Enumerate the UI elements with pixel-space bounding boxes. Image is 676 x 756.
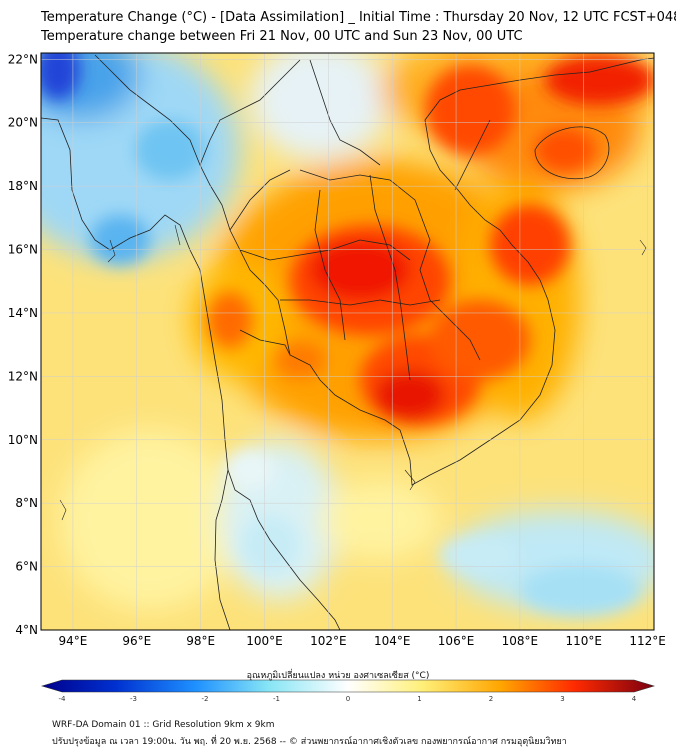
lon-tick-label: 112°E xyxy=(629,634,666,648)
lon-tick-label: 98°E xyxy=(186,634,215,648)
map-frame xyxy=(40,52,655,631)
colorbar-tick-label: 3 xyxy=(560,695,564,703)
colorbar-tick-label: 4 xyxy=(632,695,637,703)
colorbar-tick-label: -1 xyxy=(273,695,280,703)
colorbar: -4 -3 -2 -1 0 1 2 3 4 xyxy=(40,679,656,703)
lon-tick-label: 106°E xyxy=(438,634,475,648)
lat-tick-label: 4°N xyxy=(15,623,38,637)
temperature-field xyxy=(41,53,654,630)
lon-tick-label: 96°E xyxy=(122,634,151,648)
lat-tick-label: 12°N xyxy=(8,369,38,383)
colorbar-tick-label: 0 xyxy=(346,695,350,703)
colorbar-tick-label: 2 xyxy=(489,695,493,703)
lat-tick-label: 20°N xyxy=(8,116,38,130)
lat-tick-label: 18°N xyxy=(8,179,38,193)
lat-tick-label: 10°N xyxy=(8,433,38,447)
lat-tick-label: 16°N xyxy=(8,243,38,257)
lon-tick-label: 102°E xyxy=(310,634,347,648)
longitude-labels: 94°E 96°E 98°E 100°E 102°E 104°E 106°E 108°E 110… xyxy=(58,634,665,648)
lon-tick-label: 94°E xyxy=(58,634,87,648)
lat-tick-label: 8°N xyxy=(15,496,38,510)
gridlines xyxy=(41,53,654,631)
lon-tick-label: 100°E xyxy=(246,634,283,648)
latitude-labels: 22°N 20°N 18°N 16°N 14°N 12°N 10°N 8°N 6°N 4°N xyxy=(8,52,38,637)
lon-tick-label: 104°E xyxy=(374,634,411,648)
footer-model-info: WRF-DA Domain 01 :: Grid Resolution 9km … xyxy=(52,720,275,730)
lon-tick-label: 108°E xyxy=(502,634,539,648)
coastlines xyxy=(41,54,654,630)
colorbar-tick-label: -2 xyxy=(202,695,209,703)
lon-tick-label: 110°E xyxy=(566,634,603,648)
lat-tick-label: 6°N xyxy=(15,560,38,574)
lat-tick-label: 22°N xyxy=(8,52,38,66)
colorbar-label: อุณหภูมิเปลี่ยนแปลง หน่วย องศาเซลเซียส (… xyxy=(246,671,430,681)
footer-update-info: ปรับปรุงข้อมูล ณ เวลา 19:00น. วัน พฤ. ที… xyxy=(52,737,567,747)
chart-title: Temperature Change (°C) - [Data Assimila… xyxy=(41,10,676,25)
colorbar-tick-label: -4 xyxy=(59,695,67,703)
lat-tick-label: 14°N xyxy=(8,306,38,320)
chart-subtitle: Temperature change between Fri 21 Nov, 0… xyxy=(41,29,523,44)
colorbar-tick-label: 1 xyxy=(417,695,421,703)
colorbar-tick-label: -3 xyxy=(130,695,137,703)
